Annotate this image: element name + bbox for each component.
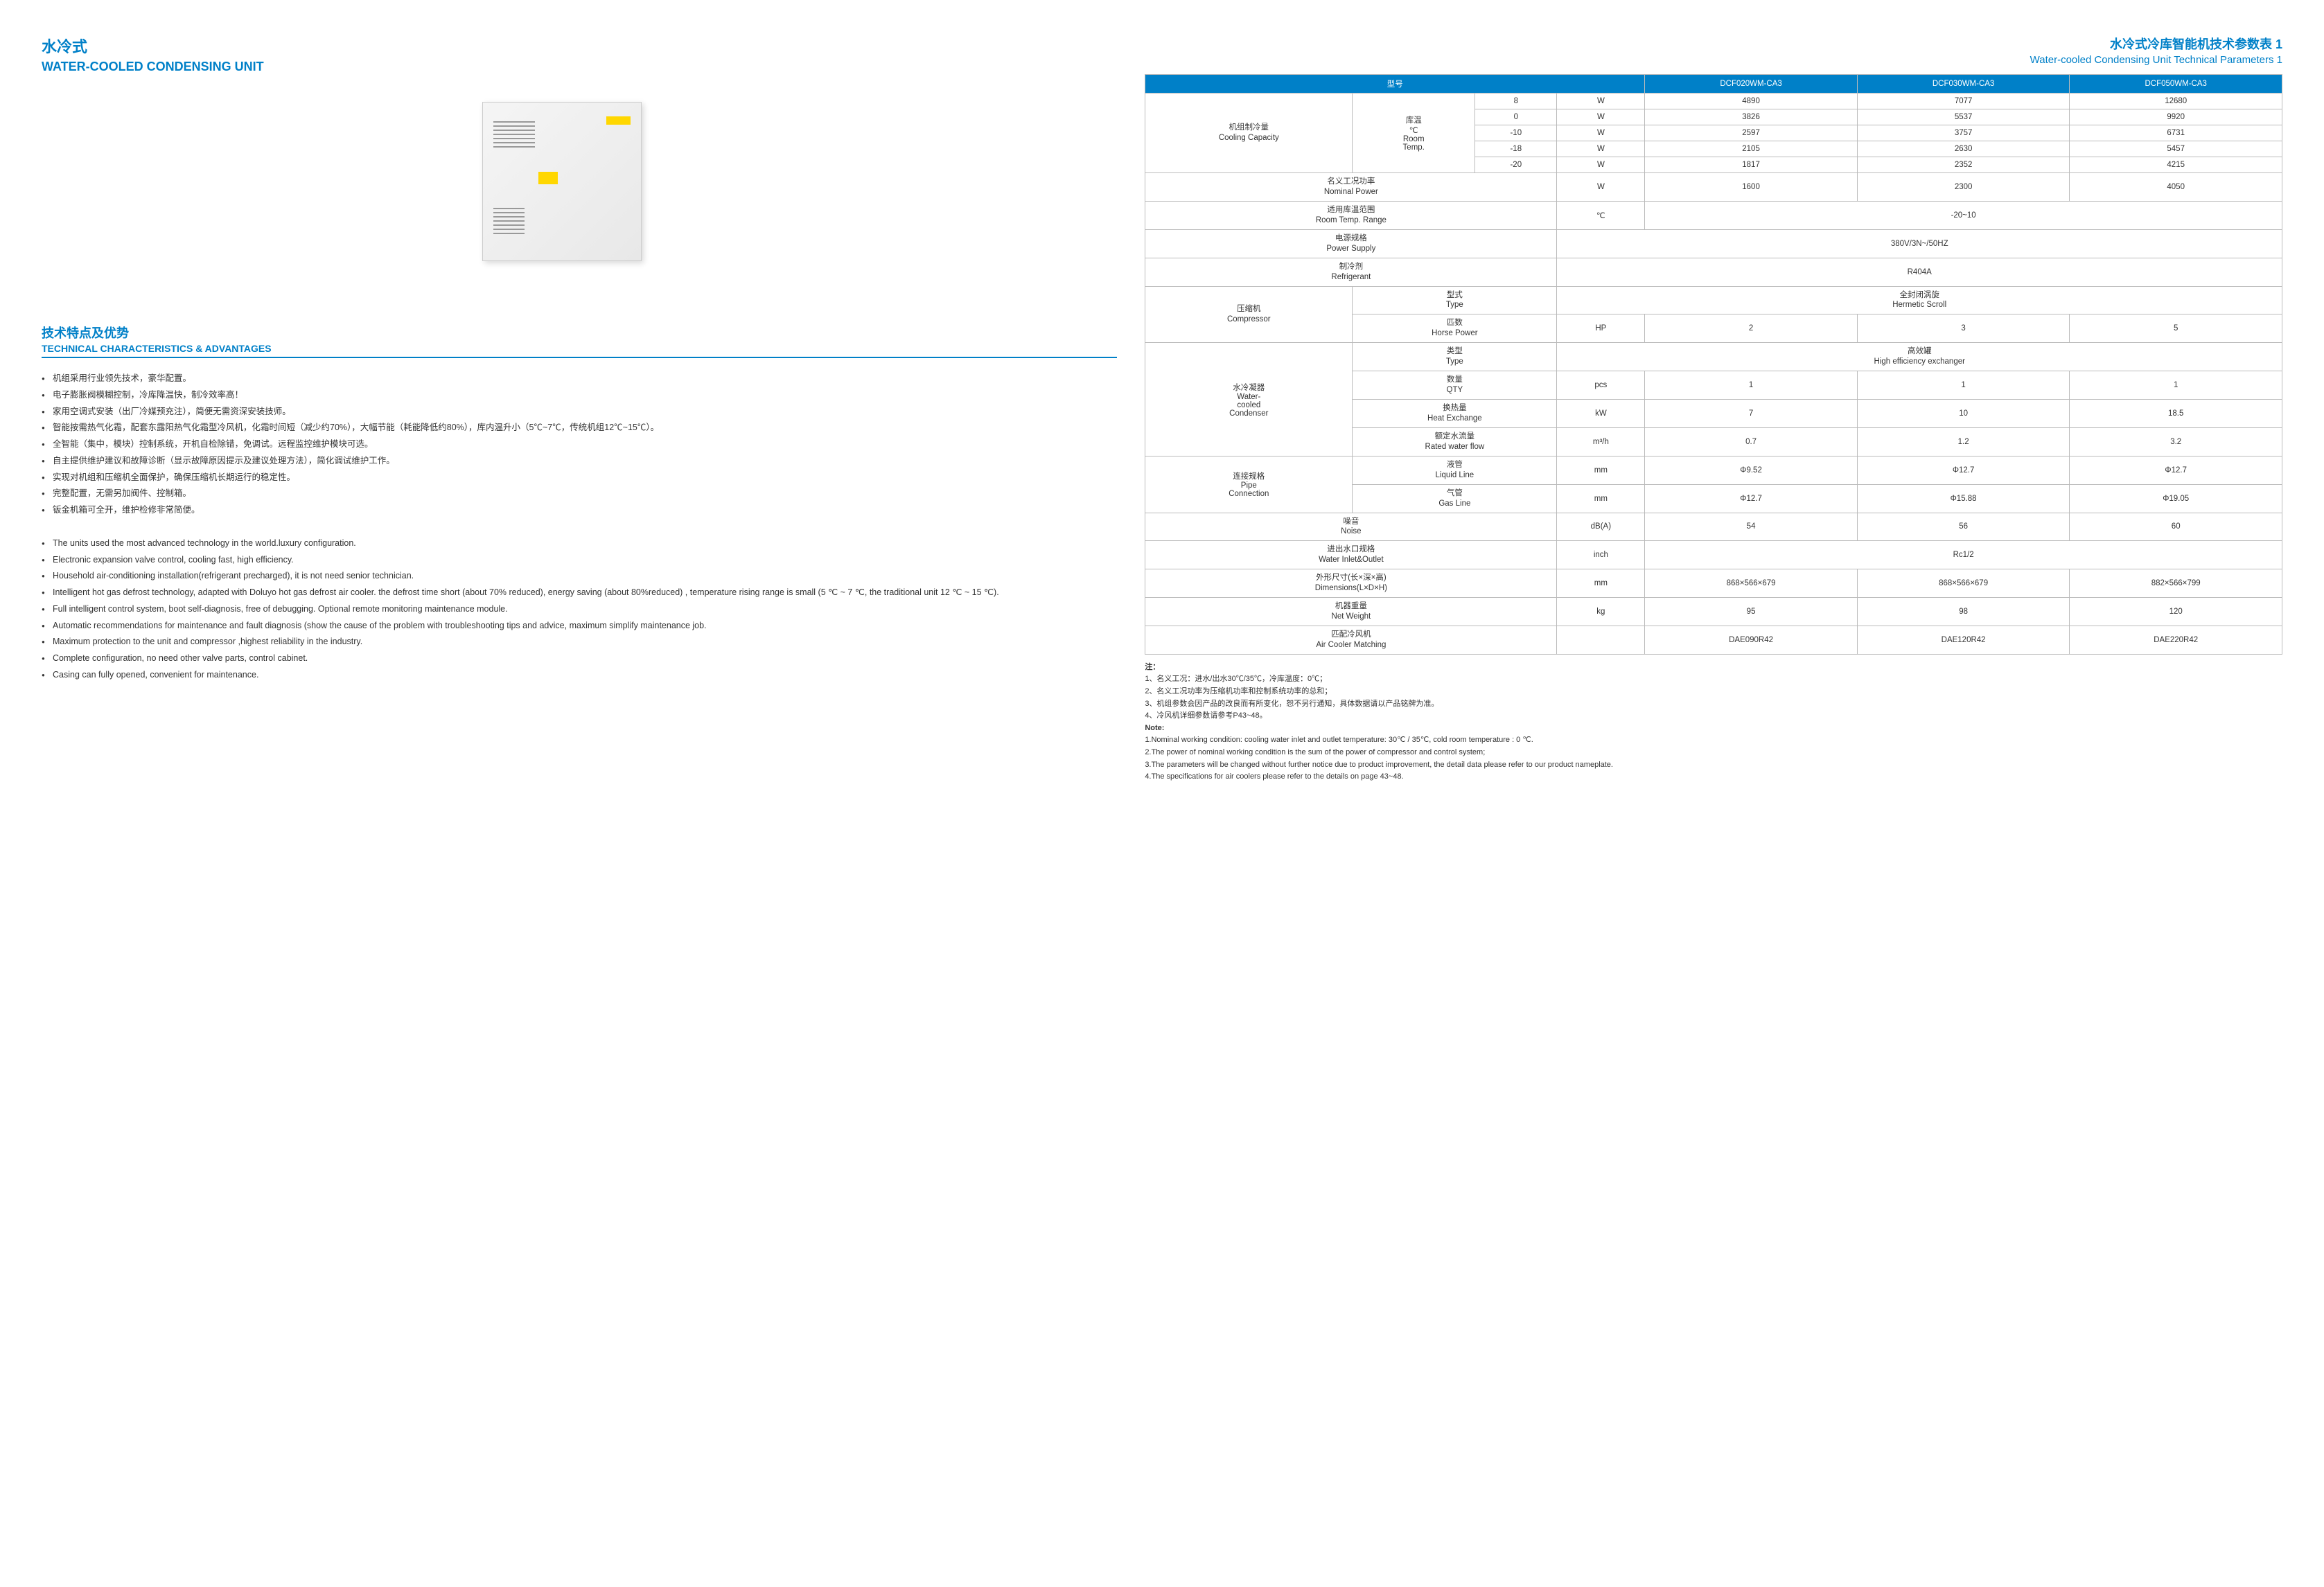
row-dimensions: 外形尺寸(长×深×高)Dimensions(L×D×H) xyxy=(1145,569,1557,598)
row-noise: 噪音Noise xyxy=(1145,513,1557,541)
cell-temp: 8 xyxy=(1475,94,1557,109)
row-nominal-power: 名义工况功率Nominal Power xyxy=(1145,173,1557,202)
cell-val: 7077 xyxy=(1857,94,2070,109)
product-image xyxy=(482,102,676,282)
parameters-table: 型号 DCF020WM-CA3 DCF030WM-CA3 DCF050WM-CA… xyxy=(1145,74,2282,655)
cell-unit: W xyxy=(1557,141,1645,157)
th-model: 型号 xyxy=(1145,75,1645,94)
cell-unit: W xyxy=(1557,157,1645,173)
cell-val: 4215 xyxy=(2070,157,2282,173)
cell-val: 2105 xyxy=(1645,141,1858,157)
cell-val: 12680 xyxy=(2070,94,2282,109)
table-title-en: Water-cooled Condensing Unit Technical P… xyxy=(1145,54,2282,66)
cell-roomtemp-label: 库温℃RoomTemp. xyxy=(1353,94,1475,173)
cell-unit: W xyxy=(1557,125,1645,141)
feature-item-cn: 智能按需热气化霜，配套东露阳热气化霜型冷风机，化霜时间短（减少约70%），大幅节… xyxy=(42,420,1117,436)
th-m2: DCF030WM-CA3 xyxy=(1857,75,2070,94)
cell-val: 3757 xyxy=(1857,125,2070,141)
cell-temp: -18 xyxy=(1475,141,1557,157)
cell-val: 5457 xyxy=(2070,141,2282,157)
row-compressor: 压缩机Compressor xyxy=(1145,286,1353,343)
notes-en-hd: Note: xyxy=(1145,722,2282,735)
row-weight: 机器重量Net Weight xyxy=(1145,598,1557,626)
feature-item-en: Full intelligent control system, boot se… xyxy=(42,601,1117,618)
row-water-io: 进出水口规格Water Inlet&Outlet xyxy=(1145,541,1557,569)
feature-item-en: The units used the most advanced technol… xyxy=(42,535,1117,552)
note-line-cn: 3、机组参数会因产品的改良而有所变化，恕不另行通知，具体数据请以产品铭牌为准。 xyxy=(1145,698,2282,711)
features-list-cn: 机组采用行业领先技术，豪华配置。电子膨胀阀模糊控制，冷库降温快，制冷效率高！家用… xyxy=(42,371,1117,519)
row-capacity: 机组制冷量Cooling Capacity xyxy=(1145,94,1353,173)
feature-item-cn: 电子膨胀阀模糊控制，冷库降温快，制冷效率高！ xyxy=(42,387,1117,404)
note-line-cn: 1、名义工况：进水/出水30℃/35℃，冷库温度：0℃； xyxy=(1145,673,2282,686)
right-column: 水冷式冷库智能机技术参数表 1 Water-cooled Condensing … xyxy=(1145,35,2282,783)
cell-val: 2352 xyxy=(1857,157,2070,173)
cell-temp: -20 xyxy=(1475,157,1557,173)
notes: 注： 1、名义工况：进水/出水30℃/35℃，冷库温度：0℃；2、名义工况功率为… xyxy=(1145,662,2282,783)
cell-val: 6731 xyxy=(2070,125,2282,141)
feature-item-cn: 家用空调式安装（出厂冷媒预充注），简便无需资深安装技师。 xyxy=(42,404,1117,420)
features-list-en: The units used the most advanced technol… xyxy=(42,535,1117,684)
feature-item-en: Maximum protection to the unit and compr… xyxy=(42,634,1117,650)
feature-item-cn: 全智能（集中，模块）控制系统，开机自检除错，免调试。远程监控维护模块可选。 xyxy=(42,436,1117,453)
row-cooler: 匹配冷风机Air Cooler Matching xyxy=(1145,626,1557,655)
feature-item-en: Casing can fully opened, convenient for … xyxy=(42,667,1117,684)
row-temp-range: 适用库温范围Room Temp. Range xyxy=(1145,201,1557,229)
cell-unit: W xyxy=(1557,109,1645,125)
note-line-cn: 4、冷风机详细参数请参考P43~48。 xyxy=(1145,710,2282,722)
feature-item-cn: 实现对机组和压缩机全面保护，确保压缩机长期运行的稳定性。 xyxy=(42,470,1117,486)
feature-item-cn: 自主提供维护建议和故障诊断（显示故障原因提示及建议处理方法），简化调试维护工作。 xyxy=(42,453,1117,470)
cell-val: 9920 xyxy=(2070,109,2282,125)
cell-unit: W xyxy=(1557,94,1645,109)
cell-val: 1817 xyxy=(1645,157,1858,173)
left-column: 水冷式 WATER-COOLED CONDENSING UNIT 技术特点及优势… xyxy=(42,35,1117,783)
cell-val: 2597 xyxy=(1645,125,1858,141)
cell-val: 2630 xyxy=(1857,141,2070,157)
title-en: WATER-COOLED CONDENSING UNIT xyxy=(42,60,1117,74)
th-m3: DCF050WM-CA3 xyxy=(2070,75,2282,94)
feature-item-en: Intelligent hot gas defrost technology, … xyxy=(42,585,1117,601)
feature-item-cn: 完整配置，无需另加阀件、控制箱。 xyxy=(42,486,1117,502)
feature-item-en: Automatic recommendations for maintenanc… xyxy=(42,618,1117,635)
note-line-en: 4.The specifications for air coolers ple… xyxy=(1145,771,2282,783)
row-power-supply: 电源规格Power Supply xyxy=(1145,229,1557,258)
cell-temp: -10 xyxy=(1475,125,1557,141)
cell-val: 5537 xyxy=(1857,109,2070,125)
feature-item-en: Complete configuration, no need other va… xyxy=(42,650,1117,667)
row-refrigerant: 制冷剂Refrigerant xyxy=(1145,258,1557,286)
note-line-en: 3.The parameters will be changed without… xyxy=(1145,759,2282,772)
note-line-en: 1.Nominal working condition: cooling wat… xyxy=(1145,734,2282,747)
feature-item-en: Household air-conditioning installation(… xyxy=(42,568,1117,585)
row-pipe: 连接规格PipeConnection xyxy=(1145,456,1353,513)
title-cn: 水冷式 xyxy=(42,35,1117,57)
cell-val: 4890 xyxy=(1645,94,1858,109)
feature-item-en: Electronic expansion valve control, cool… xyxy=(42,552,1117,569)
row-condenser: 水冷凝器Water-cooledCondenser xyxy=(1145,343,1353,456)
features-title-cn: 技术特点及优势 xyxy=(42,323,1117,342)
th-m1: DCF020WM-CA3 xyxy=(1645,75,1858,94)
note-line-cn: 2、名义工况功率为压缩机功率和控制系统功率的总和； xyxy=(1145,686,2282,698)
page: 水冷式 WATER-COOLED CONDENSING UNIT 技术特点及优势… xyxy=(42,35,2282,783)
table-title-cn: 水冷式冷库智能机技术参数表 1 xyxy=(1145,35,2282,53)
cell-temp: 0 xyxy=(1475,109,1557,125)
notes-cn-hd: 注： xyxy=(1145,662,2282,674)
cell-val: 3826 xyxy=(1645,109,1858,125)
features-title-en: TECHNICAL CHARACTERISTICS & ADVANTAGES xyxy=(42,343,1117,358)
feature-item-cn: 钣金机箱可全开，维护检修非常简便。 xyxy=(42,502,1117,519)
note-line-en: 2.The power of nominal working condition… xyxy=(1145,747,2282,759)
feature-item-cn: 机组采用行业领先技术，豪华配置。 xyxy=(42,371,1117,387)
